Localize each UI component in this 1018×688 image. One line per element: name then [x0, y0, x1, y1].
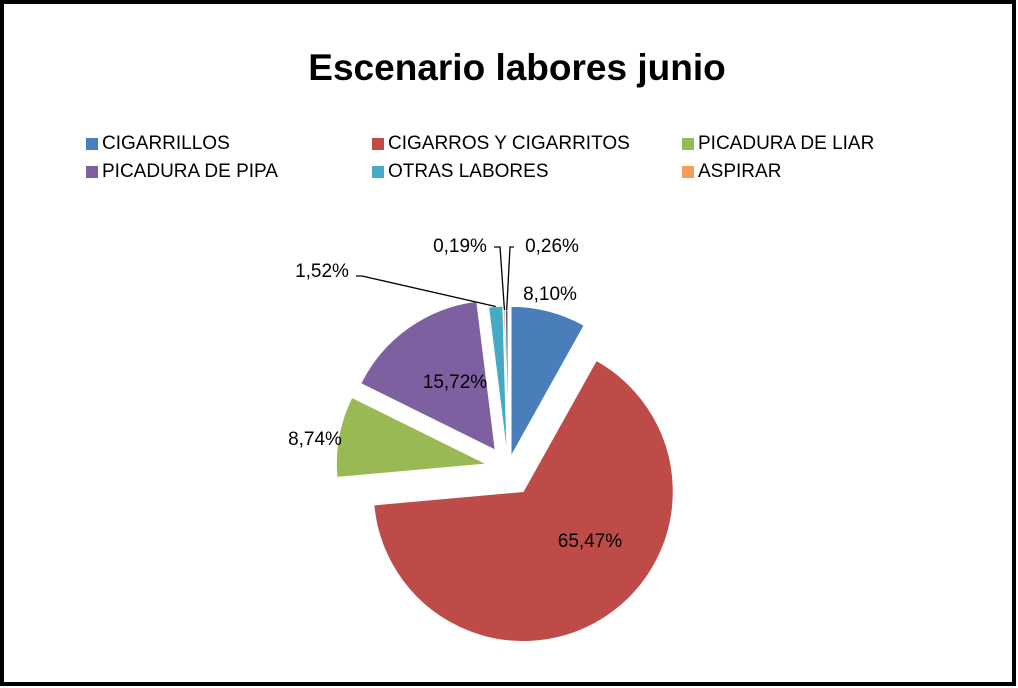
legend-label: ASPIRAR [698, 161, 781, 182]
data-label: 0,26% [525, 236, 579, 257]
data-label: 8,74% [288, 429, 342, 450]
data-label: 15,72% [423, 372, 488, 393]
pie-slice [373, 359, 674, 642]
legend-swatch [682, 138, 694, 150]
legend-label: PICADURA DE LIAR [698, 133, 874, 154]
data-label: 1,52% [295, 261, 349, 282]
pie-slice [510, 305, 585, 459]
legend-swatch [372, 166, 384, 178]
legend-label: PICADURA DE PIPA [102, 161, 278, 182]
leader-line [494, 246, 506, 311]
legend-swatch [372, 138, 384, 150]
legend-label: OTRAS LABORES [388, 161, 549, 182]
data-label: 8,10% [523, 284, 577, 305]
legend-label: CIGARROS Y CIGARRITOS [388, 133, 630, 154]
data-label: 65,47% [558, 531, 623, 552]
leader-line [356, 275, 496, 308]
legend-swatch [682, 166, 694, 178]
data-label: 0,19% [433, 236, 487, 257]
chart-title: Escenario labores junio [308, 47, 725, 88]
legend-swatch [86, 138, 98, 150]
legend-label: CIGARRILLOS [102, 133, 230, 154]
leader-line [506, 246, 514, 311]
pie-slice [360, 300, 496, 451]
pie-slice [335, 396, 489, 478]
legend-swatch [86, 166, 98, 178]
